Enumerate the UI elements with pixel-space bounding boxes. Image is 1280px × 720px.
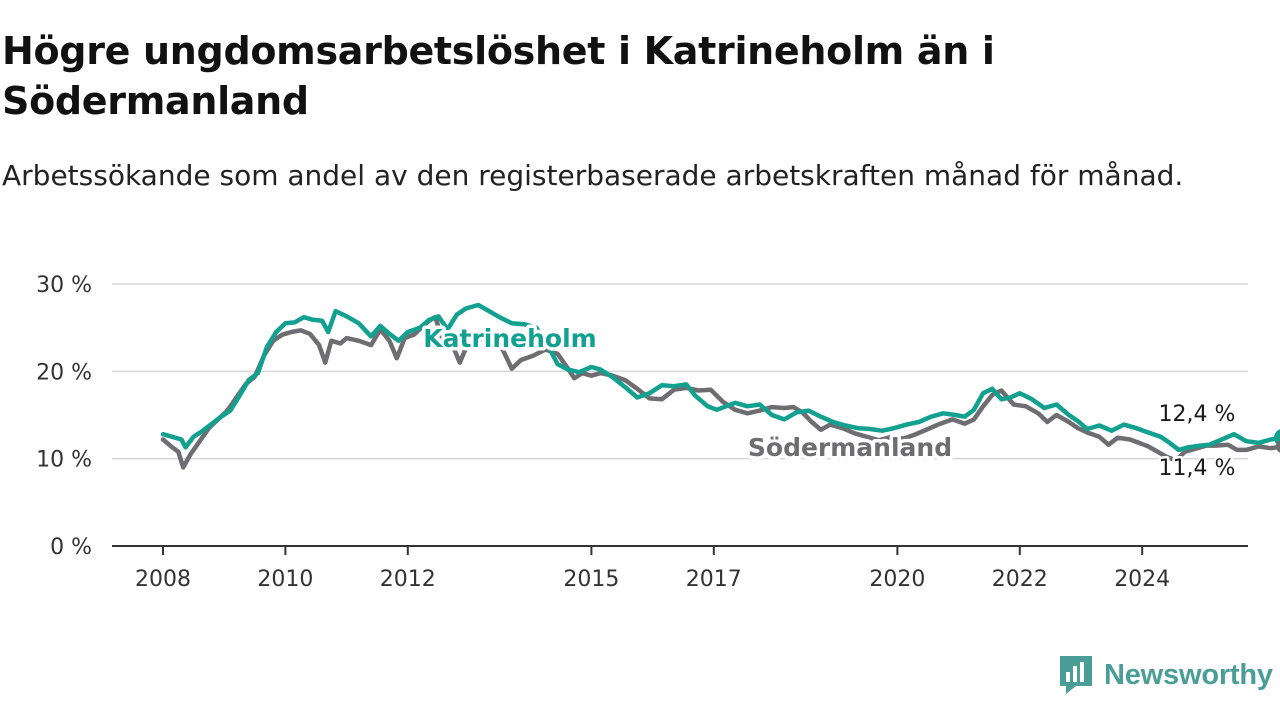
chart-title: Högre ungdomsarbetslöshet i Katrineholm … bbox=[2, 29, 995, 123]
brand-name: Newsworthy bbox=[1104, 658, 1273, 691]
end-markers: 12,4 % 11,4 % bbox=[1156, 400, 1280, 484]
y-tick-label: 10 % bbox=[36, 448, 92, 473]
brand-logo: Newsworthy bbox=[1058, 654, 1273, 696]
y-tick-label: 30 % bbox=[36, 273, 92, 298]
grid-layer bbox=[112, 283, 1248, 547]
x-tick-label: 2024 bbox=[1114, 567, 1170, 592]
series-label-katrineholm: Katrineholm bbox=[423, 324, 596, 353]
newsworthy-logo-icon bbox=[1060, 656, 1092, 694]
series-lines bbox=[160, 302, 1280, 470]
end-marker-sodermanland bbox=[1275, 440, 1280, 453]
chart-subtitle: Arbetssökande som andel av den registerb… bbox=[2, 159, 1184, 192]
x-tick-label: 2020 bbox=[869, 567, 925, 592]
series-line-katrineholm bbox=[160, 302, 1280, 453]
x-axis-labels: 2008 2010 2012 2015 2017 2020 2022 2024 bbox=[135, 546, 1170, 592]
y-tick-label: 20 % bbox=[36, 360, 92, 385]
x-tick-label: 2012 bbox=[380, 567, 436, 592]
end-label-sodermanland: 11,4 % bbox=[1159, 456, 1236, 481]
x-tick-label: 2017 bbox=[686, 567, 742, 592]
x-tick-label: 2022 bbox=[992, 567, 1048, 592]
series-label-sodermanland: Södermanland bbox=[748, 433, 952, 462]
x-tick-label: 2010 bbox=[257, 567, 313, 592]
series-line-sodermanland bbox=[160, 314, 1280, 470]
x-tick-label: 2015 bbox=[563, 567, 619, 592]
y-axis-labels: 0 % 10 % 20 % 30 % bbox=[36, 273, 92, 560]
x-tick-label: 2008 bbox=[135, 567, 191, 592]
series-labels: Södermanland Katrineholm bbox=[420, 321, 956, 466]
end-label-katrineholm: 12,4 % bbox=[1159, 402, 1236, 427]
y-tick-label: 0 % bbox=[50, 535, 92, 560]
